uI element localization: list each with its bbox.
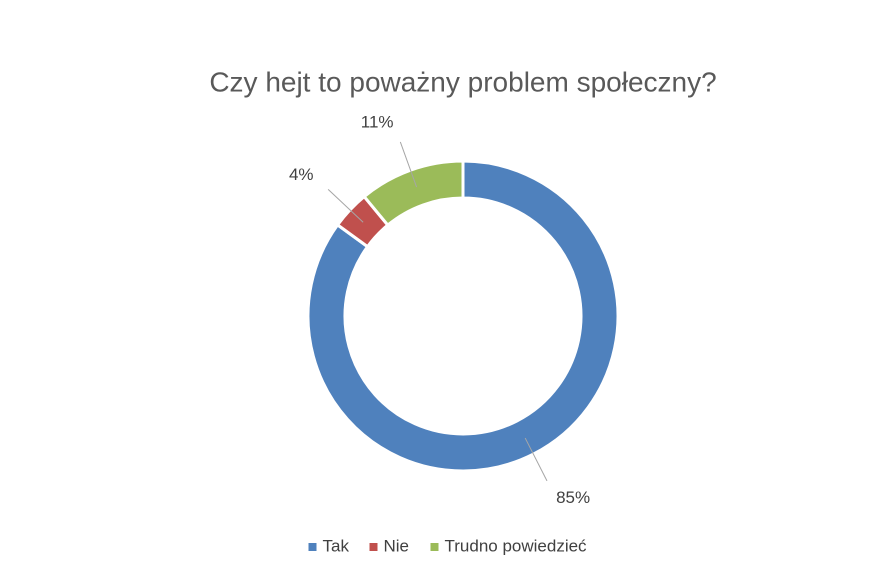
- legend-label: Trudno powiedzieć: [445, 536, 588, 555]
- leader-line: [524, 437, 548, 482]
- data-label: 85%: [556, 488, 590, 507]
- legend-swatch: [430, 543, 439, 551]
- data-label: 4%: [289, 165, 314, 184]
- donut-slice: [306, 159, 620, 473]
- legend-swatch: [369, 543, 378, 551]
- legend-label: Tak: [323, 536, 350, 555]
- donut-slice: [362, 159, 465, 228]
- legend-label: Nie: [384, 536, 410, 555]
- chart-title: Czy hejt to poważny problem społeczny?: [209, 66, 716, 97]
- data-label: 11%: [361, 113, 394, 132]
- leader-line: [399, 141, 418, 188]
- legend-swatch: [308, 543, 317, 551]
- leader-line: [327, 188, 364, 223]
